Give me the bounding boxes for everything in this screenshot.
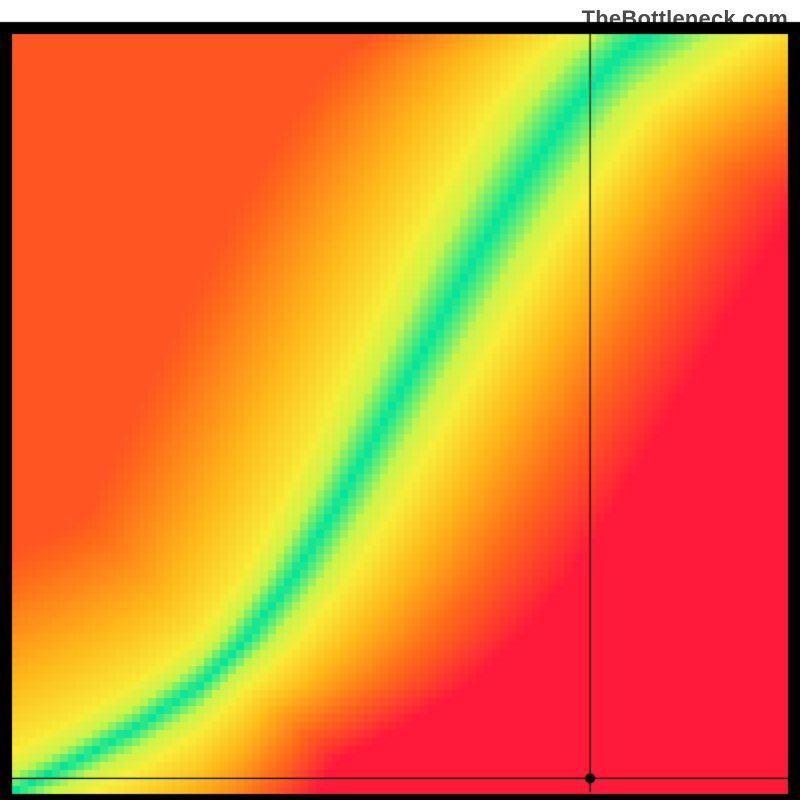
heatmap-canvas (0, 0, 800, 800)
chart-container: TheBottleneck.com (0, 0, 800, 800)
